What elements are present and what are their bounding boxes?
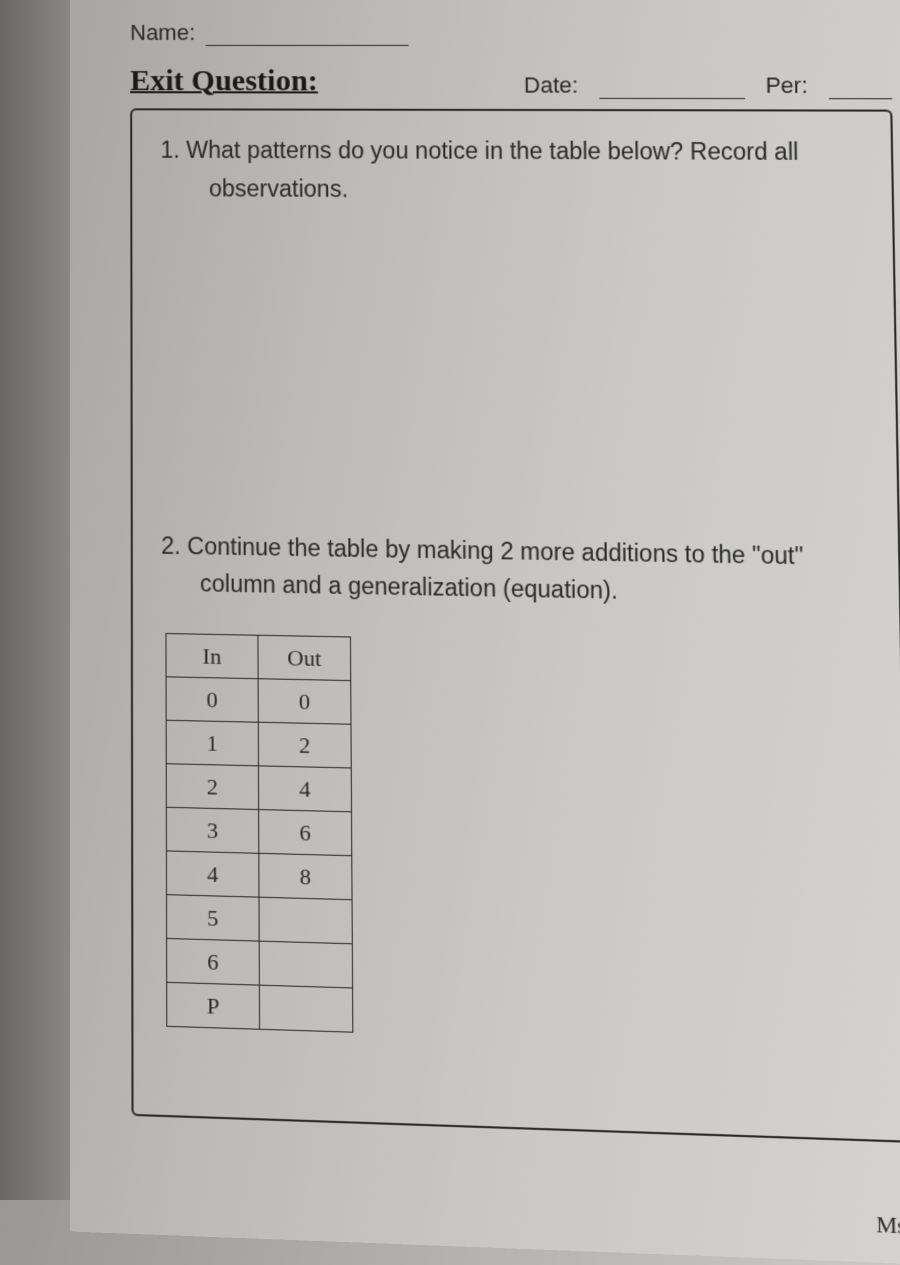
cell-out: 2 xyxy=(258,722,351,768)
cell-out: 4 xyxy=(258,766,351,812)
name-label: Name: xyxy=(130,20,195,46)
q2-number: 2. xyxy=(161,532,181,559)
cell-in: 4 xyxy=(166,851,259,897)
cell-in: 5 xyxy=(167,895,260,941)
q2-continuation: column and a generalization (equation). xyxy=(161,569,869,609)
cell-in: 0 xyxy=(166,677,258,722)
cell-in: 3 xyxy=(166,807,258,853)
question-2: 2. Continue the table by making 2 more a… xyxy=(161,528,869,575)
cell-in: P xyxy=(167,982,260,1029)
per-label: Per: xyxy=(765,72,808,99)
in-out-table: In Out 00 12 24 36 48 5 6 P xyxy=(165,633,353,1033)
header-title-row: Exit Question: Date: Per: xyxy=(130,64,892,99)
col-header-in: In xyxy=(166,634,258,679)
name-blank[interactable] xyxy=(205,26,408,46)
cell-in: 2 xyxy=(166,764,258,810)
q1-text: What patterns do you notice in the table… xyxy=(186,137,798,165)
header-name-row: Name: xyxy=(130,19,891,46)
worksheet-page: Name: Exit Question: Date: Per: 1. What … xyxy=(70,0,900,1265)
q1-number: 1. xyxy=(160,137,179,163)
cell-out[interactable] xyxy=(259,985,352,1032)
table-row: 24 xyxy=(166,764,351,812)
q1-continuation: observations. xyxy=(160,175,862,206)
worksheet-box: 1. What patterns do you notice in the ta… xyxy=(130,108,900,1143)
table-row: 12 xyxy=(166,720,351,768)
cell-out: 0 xyxy=(258,679,351,725)
table-row: 48 xyxy=(166,851,352,900)
table-row: 00 xyxy=(166,677,351,724)
date-label: Date: xyxy=(524,72,579,99)
cell-in: 6 xyxy=(167,939,260,986)
cell-out[interactable] xyxy=(259,941,352,988)
cell-out: 8 xyxy=(259,853,352,899)
table-row: P xyxy=(167,982,353,1032)
col-header-out: Out xyxy=(258,635,351,680)
table-row: 36 xyxy=(166,807,351,855)
table-row: 5 xyxy=(167,895,353,944)
per-blank[interactable] xyxy=(829,79,893,100)
date-blank[interactable] xyxy=(599,78,745,99)
cell-out: 6 xyxy=(259,810,352,856)
table-header-row: In Out xyxy=(166,634,351,681)
worksheet-title: Exit Question: xyxy=(130,64,318,98)
question-1: 1. What patterns do you notice in the ta… xyxy=(160,133,861,172)
table-row: 6 xyxy=(167,939,353,989)
teacher-name: Ms. Lu xyxy=(876,1211,900,1242)
q2-text: Continue the table by making 2 more addi… xyxy=(187,532,803,569)
cell-out[interactable] xyxy=(259,897,352,944)
cell-in: 1 xyxy=(166,720,258,766)
